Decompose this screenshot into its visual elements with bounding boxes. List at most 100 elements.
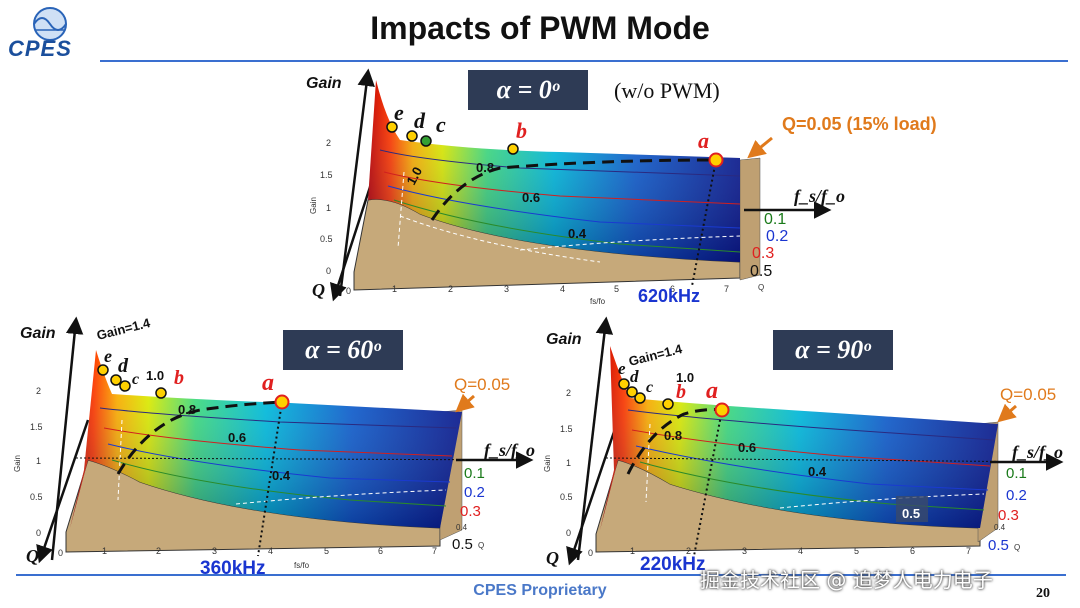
fs-axis-label: fs/fo: [294, 561, 310, 570]
fs-tick: 0: [346, 286, 351, 296]
q-axis-label: Q: [312, 280, 325, 300]
fs-tick: 2: [448, 284, 453, 294]
gain-side-label: Gain: [13, 455, 22, 472]
q-annotation: Q=0.05 (15% load): [782, 114, 937, 134]
point-label: a: [706, 378, 718, 404]
q-value: 0.4: [994, 523, 1006, 532]
contour-label: 0.4: [568, 226, 587, 241]
point-a: [274, 394, 290, 410]
no-pwm-note: (w/o PWM): [614, 78, 720, 103]
fs-tick: 6: [378, 546, 383, 556]
operating-points: [97, 364, 290, 410]
page-number: 20: [1036, 586, 1050, 601]
contour-label: 0.8: [178, 402, 196, 417]
fs-tick: 7: [432, 546, 437, 556]
panel-alpha-90: Gain Q 2 1.5 1 0.5 0 Gain 0 1 2 3 4 5 6: [543, 316, 1064, 575]
fs-tick: 1: [392, 284, 397, 294]
fs-tick: 4: [268, 546, 273, 556]
logo-text: CPES: [8, 36, 72, 61]
point-label: d: [118, 355, 129, 377]
point-label: e: [104, 346, 112, 366]
q-value: 0.2: [1006, 487, 1027, 504]
fs-tick: 2: [156, 546, 161, 556]
point-c: [420, 135, 432, 147]
page-title: Impacts of PWM Mode: [370, 10, 710, 46]
fs-tick: 6: [910, 546, 915, 556]
fs-tick: 3: [504, 284, 509, 294]
point-c: [634, 392, 646, 404]
gain-tick: 1.5: [30, 422, 43, 432]
gain-tick: 0.5: [320, 234, 333, 244]
point-label: e: [618, 359, 626, 378]
gain-tick: 1: [566, 458, 571, 468]
panel-alpha-0: Gain Q 2 1.5 1 0.5 0 Gain 0 1: [306, 68, 937, 306]
q-value: 0.3: [460, 503, 481, 520]
point-d: [626, 386, 638, 398]
panel-alpha-60: Gain Q 2 1.5 1 0.5 0 Gain 0 1 2 3 4 5 6 …: [13, 315, 535, 579]
point-b: [662, 398, 674, 410]
q-value: 0.5: [750, 263, 772, 280]
q-annotation: Q=0.05: [454, 375, 510, 394]
gain-side-label: Gain: [309, 197, 318, 214]
gain-note: Gain=1.4: [627, 341, 684, 369]
gain-tick: 1: [36, 456, 41, 466]
contour-label: 1.0: [403, 164, 425, 187]
fs-fo-axis-label: f_s/f_o: [484, 440, 535, 460]
gain-tick: 0: [326, 266, 331, 276]
fs-tick: 7: [966, 546, 971, 556]
fs-tick: 6: [670, 284, 675, 294]
gain-tick: 0.5: [30, 492, 43, 502]
q-value: 0.2: [464, 484, 485, 501]
gain-note: Gain=1.4: [95, 315, 152, 343]
q-axis: [566, 419, 620, 566]
point-a: [714, 402, 730, 418]
q-value: 0.5: [988, 537, 1009, 554]
alpha-60-label: α = 60ᵒ: [283, 330, 403, 370]
gain-axis: [576, 316, 614, 561]
point-label: d: [630, 367, 639, 386]
operating-trajectory: [626, 408, 723, 475]
point-label: c: [132, 371, 139, 388]
fs-tick: 4: [560, 284, 565, 294]
fs-tick: 0: [58, 548, 63, 558]
gain-axis-label: Gain: [546, 331, 582, 348]
gain-axis-label: Gain: [306, 75, 342, 92]
contour-label: 0.5: [902, 506, 920, 521]
q-value: 0.3: [998, 507, 1019, 524]
q-side-label: Q: [758, 283, 764, 292]
contour-label: 0.8: [664, 428, 682, 443]
q-value: 0.1: [464, 465, 485, 482]
point-d: [110, 374, 122, 386]
fs-tick: 4: [798, 546, 803, 556]
contour-label: 0.6: [228, 430, 246, 445]
q-axis: [36, 419, 90, 564]
contour-label: 1.0: [676, 370, 694, 385]
fs-tick: 1: [102, 546, 107, 556]
fs-tick: 3: [212, 546, 217, 556]
fs-axis-label: fs/fo: [590, 297, 606, 306]
contour-label: 0.6: [738, 440, 756, 455]
point-a: [708, 152, 724, 168]
fs-tick: 5: [614, 284, 619, 294]
point-e: [386, 121, 398, 133]
footer-text: CPES Proprietary: [473, 582, 607, 599]
frequency-label: 620kHz: [638, 286, 700, 306]
point-b: [155, 387, 167, 399]
q-value: 0.1: [764, 211, 786, 228]
q-axis-label: Q: [546, 548, 559, 568]
alpha-0-label: α = 0ᵒ: [468, 70, 588, 110]
point-e: [97, 364, 109, 376]
point-label: c: [646, 379, 653, 396]
q-value: 0.2: [766, 228, 788, 245]
point-label: b: [676, 381, 686, 403]
contour-label: 0.4: [272, 468, 291, 483]
point-c: [119, 380, 131, 392]
gain-tick: 0.5: [560, 492, 573, 502]
contour-label: 0.4: [808, 464, 827, 479]
point-label: a: [262, 370, 274, 396]
point-label: b: [516, 118, 527, 143]
point-b: [507, 143, 519, 155]
fs-tick: 3: [742, 546, 747, 556]
gain-tick: 2: [36, 386, 41, 396]
point-label: c: [436, 112, 446, 137]
